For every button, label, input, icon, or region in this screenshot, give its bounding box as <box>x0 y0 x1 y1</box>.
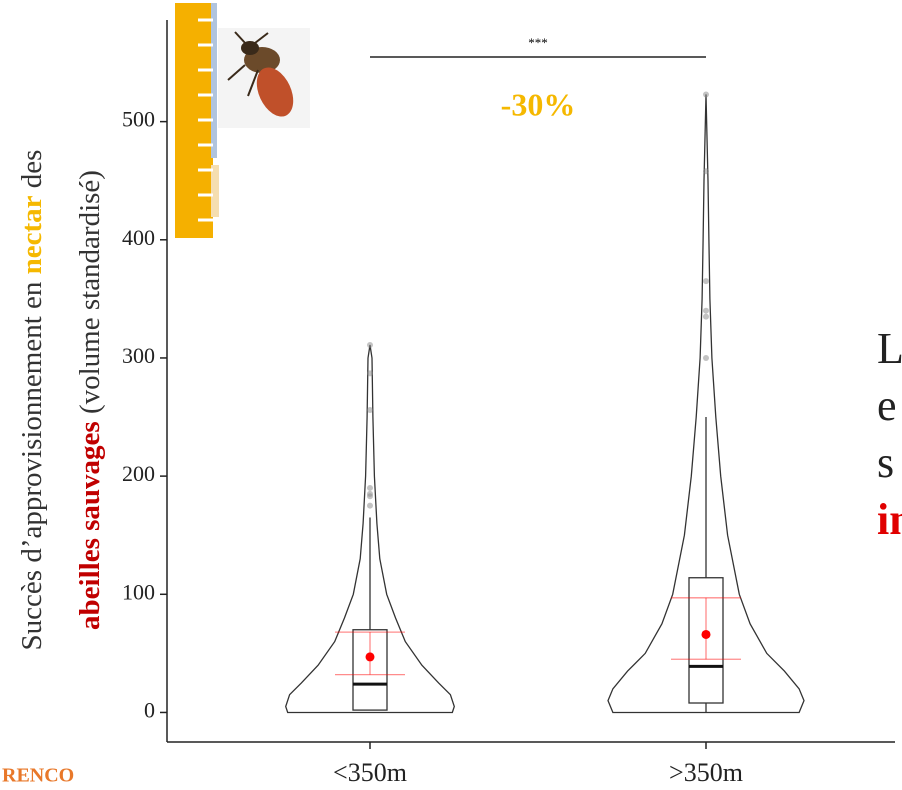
outlier <box>703 307 709 314</box>
violin <box>607 94 805 714</box>
outlier <box>367 406 373 413</box>
y-axis-label-part: abeilles sauvages <box>74 421 106 630</box>
outlier <box>703 313 709 320</box>
mean-point <box>701 629 711 639</box>
significance-label: *** <box>528 35 548 50</box>
box <box>352 629 388 711</box>
effect-label: -30% <box>501 86 576 122</box>
y-axis-label-part: Succès d’approvisionnement en <box>16 274 48 650</box>
box <box>688 577 724 704</box>
outlier <box>703 354 709 361</box>
y-tick-label: 300 <box>122 343 155 368</box>
outlier <box>367 502 373 509</box>
ruler-illustration <box>175 3 219 238</box>
x-tick-label: >350m <box>669 758 743 787</box>
y-tick-label: 0 <box>144 698 155 723</box>
y-axis-label-part: nectar <box>16 195 48 274</box>
y-tick-label: 200 <box>122 461 155 486</box>
side-text: e <box>877 381 897 430</box>
side-text: L <box>877 324 902 373</box>
side-text: in <box>877 495 902 544</box>
violin <box>285 344 455 714</box>
y-axis-label-part: des <box>16 150 48 196</box>
x-tick-label: <350m <box>333 758 407 787</box>
y-axis-label: Succès d’approvisionnement en nectar des <box>16 150 48 651</box>
footer-text: RENCO <box>2 765 74 787</box>
mean-point <box>365 652 375 662</box>
y-tick-label: 500 <box>122 107 155 132</box>
side-text: s <box>877 438 894 487</box>
y-tick-label: 400 <box>122 225 155 250</box>
outlier <box>367 341 373 348</box>
outlier <box>703 168 709 175</box>
outlier <box>703 91 709 98</box>
outlier <box>703 278 709 285</box>
y-axis-label-part: (volume standardisé) <box>74 170 106 421</box>
outlier <box>367 490 373 497</box>
outlier <box>367 484 373 491</box>
y-tick-label: 100 <box>122 579 155 604</box>
outlier <box>367 370 373 377</box>
bee-illustration <box>218 28 310 128</box>
y-axis-label: abeilles sauvages (volume standardisé) <box>74 170 106 630</box>
